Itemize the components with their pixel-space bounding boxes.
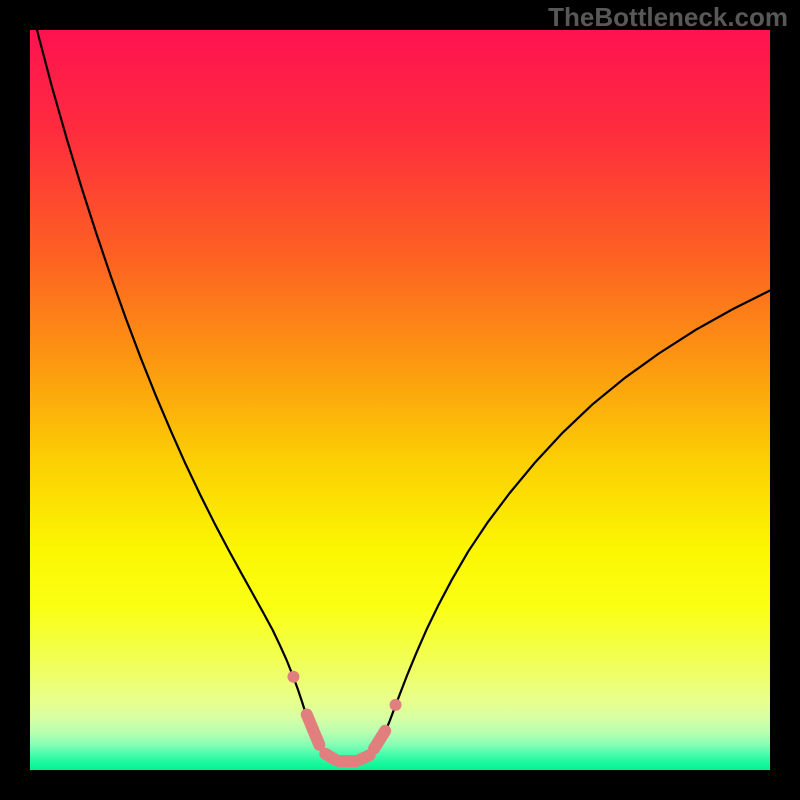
bottom-marker-dot: [287, 671, 299, 683]
attribution-label: TheBottleneck.com: [548, 2, 788, 32]
plot-area: [30, 30, 770, 770]
chart-svg: TheBottleneck.com: [0, 0, 800, 800]
bottom-marker-segment: [360, 755, 370, 759]
bottleneck-chart: TheBottleneck.com: [0, 0, 800, 800]
bottom-marker-dot: [390, 699, 402, 711]
